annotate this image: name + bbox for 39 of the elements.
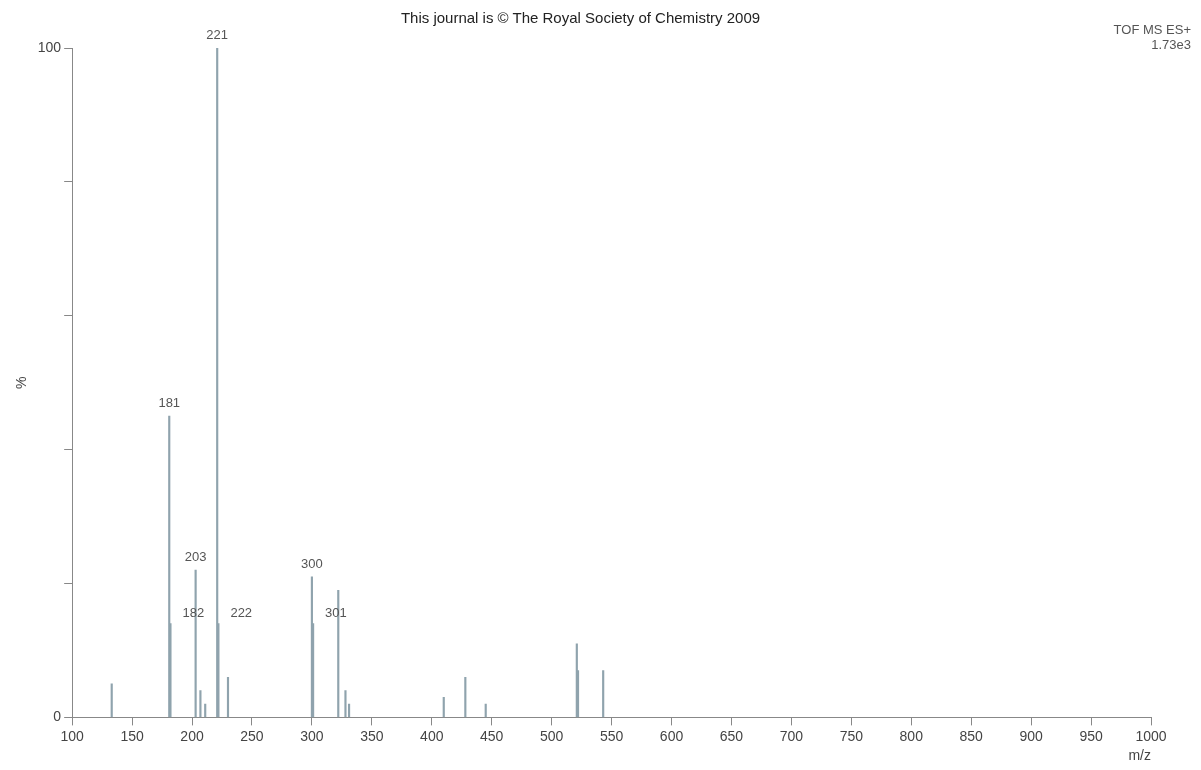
- annotation: 203: [184, 549, 207, 565]
- x-tick-label: 250: [240, 727, 264, 744]
- x-tick-label: 650: [719, 727, 744, 744]
- chart-title: This journal is © The Royal Society of Chemistry 2009: [400, 9, 761, 27]
- bar: [344, 690, 347, 718]
- bar: [199, 690, 202, 718]
- bar: [442, 696, 445, 718]
- bar: [602, 670, 605, 718]
- x-tick-label: 700: [779, 727, 804, 744]
- y-axis-title: %: [13, 376, 30, 389]
- x-tick-label: 500: [539, 727, 564, 744]
- x-tick-label: 400: [420, 727, 444, 744]
- bar: [464, 676, 467, 718]
- x-tick-label: 1000: [1135, 727, 1167, 744]
- bar: [484, 703, 487, 718]
- x-tick-label: 950: [1079, 727, 1103, 744]
- bar: [226, 676, 230, 718]
- x-tick-label: 150: [120, 727, 144, 744]
- annotation: 1.73e3: [1151, 37, 1191, 53]
- bar: [110, 683, 113, 718]
- bar: [204, 703, 207, 718]
- x-tick-label: 550: [599, 727, 624, 744]
- x-tick-label: 850: [959, 727, 984, 744]
- x-tick-label: 450: [480, 727, 504, 744]
- annotation: 300: [301, 555, 323, 571]
- annotation: 181: [158, 395, 181, 411]
- x-tick-label: 100: [60, 727, 85, 744]
- x-tick-label: 600: [659, 727, 684, 744]
- annotation: 221: [206, 27, 229, 43]
- x-tick-label: 200: [180, 727, 204, 744]
- x-tick-label: 800: [899, 727, 924, 744]
- x-tick-label: 750: [839, 727, 864, 744]
- y-tick-label: 0: [53, 708, 62, 725]
- x-axis-title: m/z: [1128, 747, 1151, 764]
- annotation: 222: [230, 604, 253, 620]
- x-tick-label: 900: [1019, 727, 1044, 744]
- x-tick-label: 350: [360, 727, 384, 744]
- text: TOF MS ES+: [1113, 22, 1191, 38]
- x-tick-label: 300: [300, 727, 324, 744]
